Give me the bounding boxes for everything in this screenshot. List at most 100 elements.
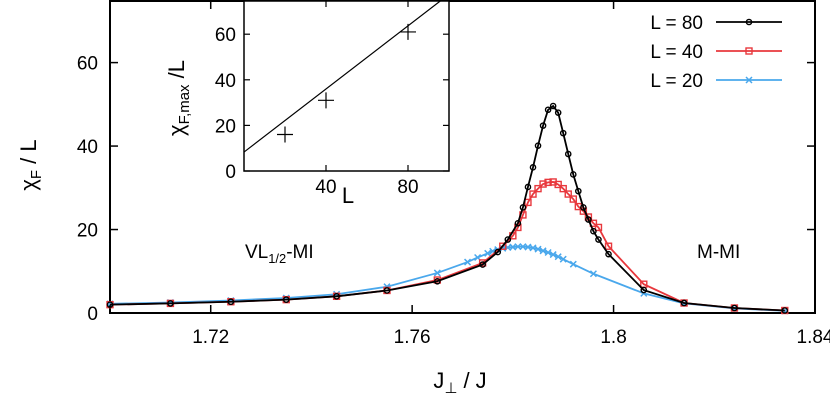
data-point [554, 180, 562, 189]
data-point [383, 287, 391, 294]
data-point [564, 150, 572, 158]
data-point [549, 102, 557, 110]
data-point [433, 269, 441, 277]
data-point [589, 270, 597, 278]
legend-label: L = 40 [650, 42, 703, 63]
legend-label: L = 20 [650, 71, 703, 92]
data-point [595, 236, 602, 243]
data-point [333, 293, 340, 300]
data-point [106, 301, 114, 308]
data-point [680, 299, 688, 307]
inset-x-tick-label: 40 [315, 177, 336, 198]
y-tick-label: 0 [87, 304, 98, 325]
data-point [534, 245, 542, 253]
inset-data-point [318, 92, 334, 109]
data-point [504, 236, 512, 243]
inset-fit-line [244, 1, 442, 153]
legend-label: L = 80 [650, 13, 703, 34]
data-point [529, 244, 537, 252]
data-point [590, 227, 597, 235]
legend-marker [745, 47, 753, 55]
data-point [499, 242, 507, 250]
data-point [434, 277, 441, 285]
phase-label-vl-rest: -MI [286, 242, 313, 263]
data-point [544, 178, 552, 187]
x-axis-title-sub: ⊥ [444, 380, 457, 397]
legend-marker [745, 18, 753, 26]
inset-y-axis-title-main: χ [164, 124, 189, 136]
x-axis-title: J⊥ / J [433, 368, 486, 397]
legend-marker [745, 76, 753, 84]
data-point [514, 219, 522, 227]
inset-y-axis-title-sub: F,max [176, 84, 193, 124]
y-tick-label: 40 [77, 137, 98, 158]
phase-label-vl-main: VL [245, 242, 268, 263]
data-point [484, 249, 492, 257]
phase-label-mmi-main: M-MI [697, 242, 740, 263]
data-point [559, 184, 567, 193]
data-point [479, 261, 486, 268]
data-point [539, 247, 547, 255]
inset-y-axis-title: χF,max /L [164, 60, 193, 136]
inset-x-tick-label: 80 [397, 177, 418, 198]
plot-frame [109, 0, 816, 314]
y-tick-label: 20 [77, 221, 98, 242]
x-tick-label: 1.8 [600, 327, 626, 348]
x-tick-label: 1.84 [797, 327, 830, 348]
data-point [534, 142, 542, 149]
x-axis-title-rest: / J [457, 368, 486, 393]
data-point [554, 109, 562, 116]
data-point [731, 304, 738, 312]
series-1 [106, 178, 789, 315]
data-point [564, 190, 572, 198]
data-point [544, 248, 552, 257]
series-line [109, 245, 785, 312]
data-point [529, 190, 537, 198]
data-point [464, 258, 472, 266]
phase-label-mmi: M-MI [697, 242, 740, 263]
inset-x-axis-title: L [342, 183, 354, 208]
x-tick-label: 1.76 [394, 327, 431, 348]
inset-frame [243, 0, 450, 172]
data-point [534, 184, 542, 193]
inset-data-point [277, 126, 293, 143]
inset-y-tick-label: 40 [215, 71, 236, 92]
data-point [594, 223, 603, 232]
series-0 [106, 102, 789, 314]
data-point [529, 164, 537, 171]
x-axis-title-main: J [433, 368, 444, 393]
inset-plot: 40 80 0 20 40 60 LχF,max /L [164, 0, 450, 208]
phase-label-vl-sub: 1/2 [268, 251, 286, 266]
data-point [167, 300, 174, 307]
data-point [227, 298, 235, 306]
y-axis-title-sub: F [28, 170, 45, 179]
y-axis-title: χF / L [16, 139, 45, 190]
inset-data-point [400, 23, 416, 40]
data-point [640, 286, 648, 294]
y-axis-title-rest: / L [16, 139, 41, 170]
legend: L = 80 L = 40 L = 20 [650, 13, 782, 92]
data-point [580, 204, 587, 211]
data-point [544, 106, 552, 114]
series-line [109, 104, 785, 312]
data-point [519, 204, 527, 211]
data-point [569, 260, 577, 268]
y-axis-title-main: χ [16, 179, 41, 191]
series-line [109, 181, 785, 312]
inset-y-axis-title-rest: /L [164, 60, 189, 84]
data-point [585, 216, 592, 223]
x-tick-label: 1.72 [192, 327, 229, 348]
data-point [524, 183, 532, 191]
data-point [494, 248, 502, 256]
data-point [559, 255, 567, 263]
data-point [575, 187, 582, 195]
inset-y-tick-label: 60 [215, 25, 236, 46]
data-point [569, 195, 577, 203]
data-point [549, 251, 557, 259]
data-point [605, 250, 612, 258]
inset-y-tick-label: 20 [215, 116, 236, 137]
data-point [559, 129, 567, 137]
y-tick-label: 60 [77, 54, 98, 75]
